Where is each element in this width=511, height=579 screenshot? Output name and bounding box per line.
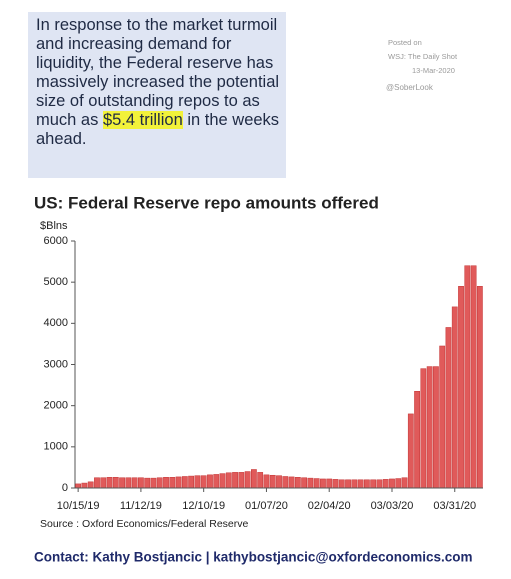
x-tick-label: 10/15/19	[57, 500, 100, 512]
bar	[125, 477, 132, 489]
bar	[188, 475, 195, 489]
posted-label: Posted on	[388, 38, 422, 47]
bar	[238, 472, 245, 489]
y-axis-label: $Blns	[40, 220, 68, 232]
bar	[138, 477, 144, 489]
bar	[313, 478, 320, 489]
bar	[420, 368, 427, 489]
bar	[433, 366, 439, 489]
x-tick-label: 02/04/20	[308, 500, 351, 512]
bar	[357, 479, 364, 489]
bar	[219, 473, 226, 489]
bar	[470, 265, 477, 489]
bar	[181, 476, 188, 489]
bar	[112, 477, 119, 489]
bar	[119, 477, 125, 489]
bar	[338, 479, 345, 489]
posted-source: WSJ: The Daily Shot	[388, 52, 458, 61]
bar	[320, 478, 326, 489]
x-tick-label: 12/10/19	[182, 500, 225, 512]
y-tick-label: 6000	[44, 235, 68, 247]
bar	[464, 265, 471, 489]
bar	[163, 477, 169, 489]
bar	[156, 477, 163, 489]
bar	[395, 478, 402, 489]
bar	[407, 413, 414, 489]
bar	[276, 475, 282, 489]
bar	[175, 476, 182, 489]
contact: Contact: Kathy Bostjancic | kathybostjan…	[34, 550, 473, 565]
bar	[94, 477, 100, 489]
bar	[351, 479, 358, 489]
bar	[282, 476, 289, 489]
y-tick-label: 2000	[44, 400, 68, 412]
bar	[401, 477, 408, 489]
bar	[376, 479, 383, 489]
bar	[144, 477, 151, 489]
bar	[345, 479, 351, 489]
chart-title: US: Federal Reserve repo amounts offered	[34, 193, 379, 212]
bar	[382, 479, 389, 489]
bar	[414, 391, 420, 489]
bar	[363, 479, 370, 489]
x-tick-label: 01/07/20	[245, 500, 288, 512]
y-tick-label: 3000	[44, 358, 68, 370]
bar	[445, 327, 452, 489]
bar	[75, 483, 82, 489]
bar	[294, 477, 301, 489]
posted-date: 13-Mar-2020	[412, 66, 455, 75]
y-tick-label: 0	[62, 482, 68, 494]
x-tick-label: 03/31/20	[433, 500, 476, 512]
bar	[251, 469, 257, 489]
bar	[232, 472, 238, 489]
bar	[458, 286, 464, 489]
y-tick-label: 4000	[44, 317, 68, 329]
bar	[200, 475, 207, 489]
bar	[476, 286, 483, 489]
bar	[269, 474, 276, 489]
bar	[439, 345, 446, 489]
bar	[100, 477, 107, 489]
bar	[131, 477, 138, 489]
bar	[169, 477, 176, 489]
bar	[332, 479, 339, 489]
bar	[194, 475, 201, 489]
bar	[370, 479, 377, 489]
x-tick-label: 11/12/19	[120, 500, 162, 512]
note-text: In response to the market turmoil and in…	[36, 16, 280, 129]
note-highlight: $5.4 trillion	[102, 111, 183, 129]
bar	[106, 477, 113, 489]
bar	[389, 478, 395, 489]
bar	[244, 471, 251, 489]
bar	[213, 474, 220, 489]
source: Source : Oxford Economics/Federal Reserv…	[40, 518, 248, 530]
bar	[301, 477, 307, 489]
bar	[307, 477, 314, 489]
bar	[426, 366, 433, 489]
bar	[326, 478, 333, 489]
bar	[87, 481, 94, 489]
bar	[288, 476, 295, 489]
bar	[451, 306, 458, 489]
bar	[263, 474, 270, 489]
bar	[150, 477, 157, 489]
note-box: In response to the market turmoil and in…	[28, 12, 286, 178]
y-tick-label: 5000	[44, 276, 68, 288]
bar	[257, 472, 264, 489]
posted-handle: @SoberLook	[386, 83, 433, 92]
bar	[225, 472, 232, 489]
bar	[81, 482, 88, 489]
bar	[207, 474, 213, 489]
y-tick-label: 1000	[44, 441, 68, 453]
x-tick-label: 03/03/20	[371, 500, 414, 512]
note-text: in the weeks ahead.	[36, 111, 280, 148]
